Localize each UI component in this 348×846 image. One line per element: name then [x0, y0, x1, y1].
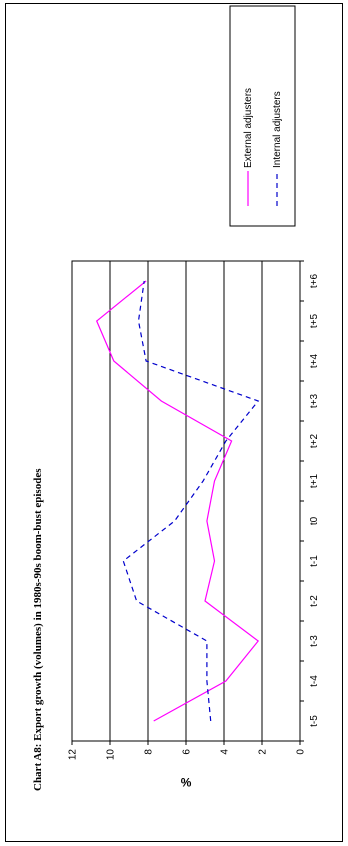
x-tick-label: t0 [309, 516, 320, 525]
x-tick-label: t+3 [309, 393, 320, 408]
x-tick-label: t-1 [309, 555, 320, 567]
series-line-internal-adjusters [122, 280, 260, 722]
y-tick-label: 6 [182, 749, 193, 755]
legend-label-external: External adjusters [243, 88, 254, 168]
gridlines [109, 261, 263, 741]
x-tick-label: t-5 [309, 715, 320, 727]
x-tick-label: t+6 [309, 273, 320, 288]
y-tick-label: 8 [144, 749, 155, 755]
chart-title: Chart A8: Export growth (volumes) in 198… [32, 468, 44, 791]
x-tick-label: t+5 [309, 313, 320, 328]
legend: External adjusters Internal adjusters [229, 5, 296, 227]
x-tick-label: t+4 [309, 353, 320, 368]
x-axis-ticks: t-5 t-4 t-3 t-2 t-1 t0 t+1 t+2 t+3 t+4 t+5 t+6 [300, 260, 320, 742]
y-axis-ticks: 0 2 4 6 8 10 12 [68, 741, 307, 760]
x-tick-label: t-2 [309, 595, 320, 607]
y-axis-label: % [180, 775, 191, 789]
y-tick-label: 2 [258, 749, 269, 755]
y-tick-label: 0 [296, 749, 307, 755]
rotated-chart: Chart A8: Export growth (volumes) in 198… [32, 5, 320, 791]
x-tick-label: t-3 [309, 635, 320, 647]
y-tick-label: 4 [220, 749, 231, 755]
legend-label-internal: Internal adjusters [272, 91, 283, 168]
series-lines [95, 280, 260, 722]
x-tick-label: t+2 [309, 433, 320, 448]
legend-box [229, 5, 296, 227]
y-tick-label: 12 [68, 749, 79, 761]
x-tick-label: t-4 [309, 675, 320, 687]
x-tick-label: t+1 [309, 473, 320, 488]
series-line-external-adjusters [95, 280, 260, 722]
y-tick-label: 10 [106, 749, 117, 761]
